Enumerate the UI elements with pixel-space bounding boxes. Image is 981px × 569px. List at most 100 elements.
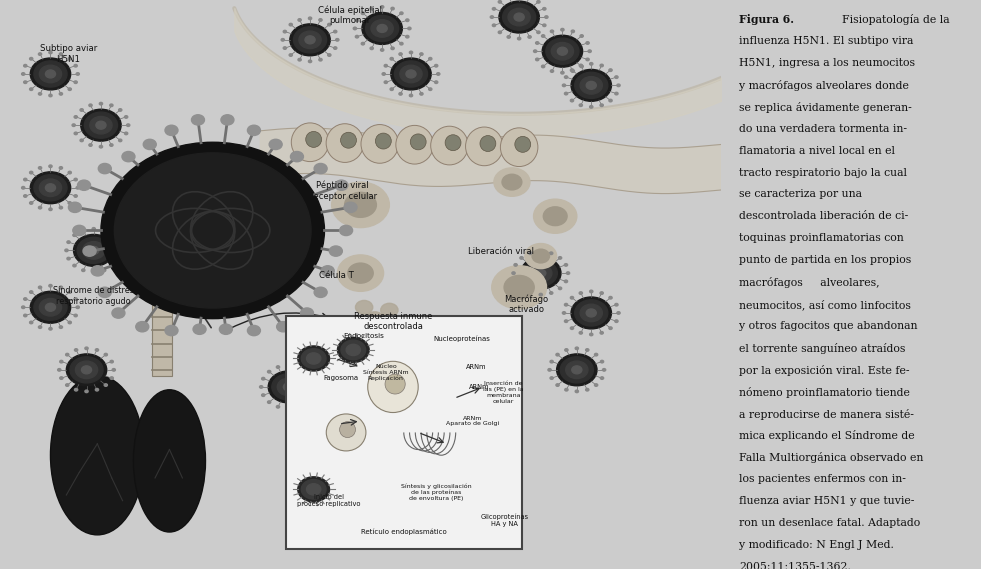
Circle shape	[549, 292, 553, 294]
Circle shape	[306, 370, 309, 373]
Circle shape	[543, 207, 567, 226]
Circle shape	[341, 348, 344, 351]
Circle shape	[30, 58, 71, 90]
Circle shape	[34, 61, 67, 87]
Circle shape	[268, 371, 309, 403]
Circle shape	[74, 298, 77, 300]
Circle shape	[328, 23, 331, 26]
Circle shape	[89, 144, 92, 146]
Circle shape	[29, 291, 32, 294]
Text: Núcleo
Síntesis ARNm
Replicación: Núcleo Síntesis ARNm Replicación	[363, 364, 408, 381]
Circle shape	[558, 257, 562, 259]
Text: flamatoria a nivel local en el: flamatoria a nivel local en el	[740, 146, 896, 156]
Circle shape	[560, 357, 594, 383]
Circle shape	[321, 266, 335, 276]
Circle shape	[544, 16, 548, 18]
Circle shape	[110, 360, 114, 363]
Circle shape	[394, 61, 428, 87]
Circle shape	[587, 309, 596, 317]
Circle shape	[355, 19, 359, 22]
Circle shape	[45, 70, 56, 78]
Circle shape	[308, 17, 312, 19]
Ellipse shape	[385, 374, 405, 394]
Circle shape	[338, 340, 342, 343]
Circle shape	[564, 263, 568, 266]
Circle shape	[337, 337, 369, 362]
Circle shape	[532, 249, 549, 263]
Circle shape	[570, 69, 574, 72]
Circle shape	[341, 340, 366, 360]
Circle shape	[67, 257, 71, 260]
Circle shape	[609, 296, 612, 299]
Circle shape	[74, 81, 77, 84]
Ellipse shape	[396, 125, 434, 164]
Circle shape	[69, 202, 81, 212]
Circle shape	[165, 125, 178, 135]
Text: Figura 6.: Figura 6.	[740, 14, 795, 25]
Ellipse shape	[326, 123, 364, 162]
Circle shape	[391, 47, 394, 50]
Circle shape	[68, 321, 72, 324]
Circle shape	[366, 362, 369, 364]
Circle shape	[125, 132, 128, 135]
Circle shape	[356, 320, 359, 323]
Text: ARNm: ARNm	[466, 364, 487, 370]
Circle shape	[521, 257, 561, 289]
Text: Glicoproteínas
HA y NA: Glicoproteínas HA y NA	[481, 514, 529, 527]
Text: Retículo endoplasmático: Retículo endoplasmático	[361, 529, 446, 535]
Circle shape	[400, 42, 403, 45]
Circle shape	[514, 263, 517, 266]
Circle shape	[38, 167, 41, 169]
Circle shape	[319, 19, 322, 21]
Circle shape	[119, 139, 122, 142]
Circle shape	[390, 58, 432, 90]
Circle shape	[75, 349, 77, 351]
Circle shape	[492, 7, 495, 10]
Text: do una verdadera tormenta in-: do una verdadera tormenta in-	[740, 124, 907, 134]
Circle shape	[314, 287, 327, 298]
Circle shape	[220, 324, 232, 335]
Circle shape	[66, 353, 69, 356]
Circle shape	[344, 202, 357, 212]
Circle shape	[284, 383, 293, 391]
Text: Endocitosis: Endocitosis	[343, 333, 385, 339]
Circle shape	[499, 1, 540, 33]
Circle shape	[22, 73, 25, 75]
Circle shape	[600, 64, 603, 67]
Circle shape	[282, 39, 284, 41]
Circle shape	[284, 47, 286, 50]
Circle shape	[498, 31, 501, 34]
Circle shape	[557, 47, 567, 55]
Circle shape	[429, 57, 432, 60]
Circle shape	[38, 286, 41, 288]
Circle shape	[566, 272, 570, 274]
Circle shape	[507, 36, 510, 38]
Circle shape	[89, 104, 92, 106]
Circle shape	[298, 346, 330, 371]
Circle shape	[420, 53, 423, 55]
Circle shape	[586, 58, 590, 61]
Circle shape	[337, 255, 384, 291]
Circle shape	[587, 81, 596, 89]
Circle shape	[49, 165, 52, 167]
Text: nómeno proinflamatorio tiende: nómeno proinflamatorio tiende	[740, 387, 910, 398]
Circle shape	[571, 70, 575, 72]
Circle shape	[110, 104, 113, 106]
Circle shape	[115, 153, 311, 308]
Circle shape	[112, 308, 125, 318]
Circle shape	[498, 1, 501, 3]
Circle shape	[297, 366, 300, 368]
Circle shape	[301, 349, 326, 368]
Circle shape	[575, 347, 579, 349]
Circle shape	[143, 139, 156, 150]
Circle shape	[92, 228, 95, 230]
Circle shape	[391, 348, 394, 351]
Text: Macrófago
activado: Macrófago activado	[504, 295, 548, 314]
Circle shape	[540, 250, 542, 253]
Text: se caracteriza por una: se caracteriza por una	[740, 189, 862, 200]
Circle shape	[34, 294, 67, 320]
Circle shape	[545, 38, 579, 64]
Circle shape	[67, 241, 71, 244]
Circle shape	[600, 360, 603, 363]
FancyBboxPatch shape	[285, 316, 522, 549]
